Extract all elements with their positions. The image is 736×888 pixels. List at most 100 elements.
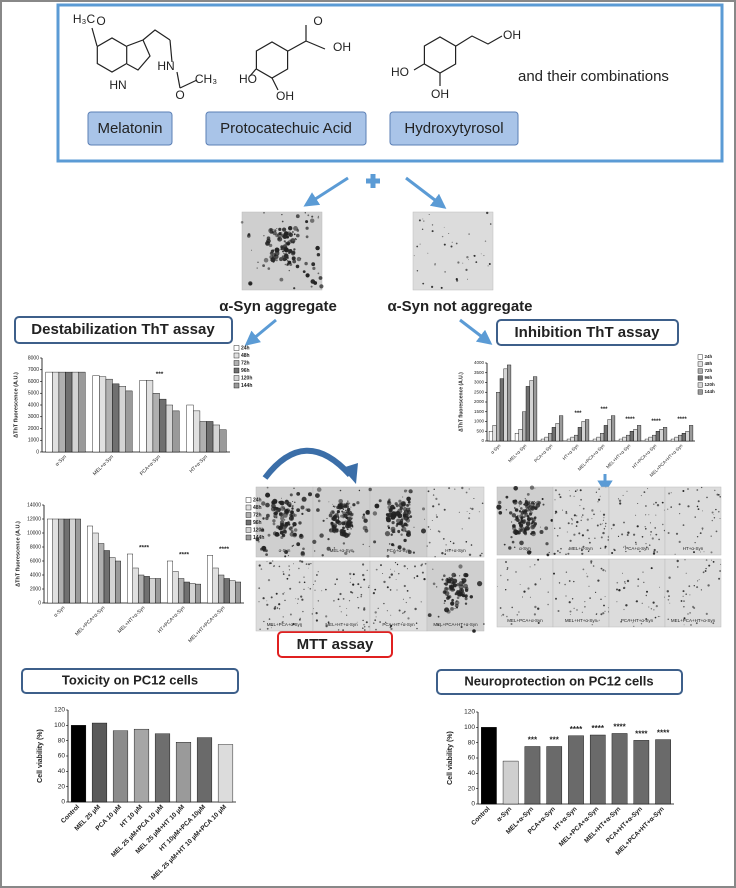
- particle: [529, 596, 531, 598]
- particle: [518, 611, 520, 613]
- particle: [475, 261, 478, 263]
- particle: [292, 517, 294, 519]
- particle: [515, 503, 516, 504]
- particle: [286, 510, 288, 512]
- atom-label: O: [96, 14, 105, 28]
- particle: [319, 284, 324, 289]
- particle: [469, 513, 471, 514]
- particle: [332, 503, 334, 505]
- y-tick-label: 80: [468, 739, 476, 746]
- particle: [521, 520, 526, 525]
- particle: [659, 586, 660, 588]
- y-tick-label: 500: [476, 428, 484, 433]
- particle: [530, 522, 534, 525]
- particle: [651, 537, 654, 540]
- particle: [287, 260, 292, 265]
- bar: [481, 727, 497, 805]
- aggregate-label: α-Syn not aggregate: [387, 298, 532, 315]
- significance: ****: [635, 729, 648, 738]
- particle: [350, 591, 352, 593]
- particle: [505, 509, 508, 511]
- particle: [265, 553, 268, 556]
- legend-label: 48h: [253, 505, 262, 511]
- particle: [565, 595, 567, 597]
- particle: [383, 580, 386, 584]
- particle: [424, 562, 427, 565]
- particle: [387, 525, 390, 528]
- particle: [611, 552, 614, 554]
- y-tick-label: 12000: [27, 516, 41, 522]
- particle: [568, 548, 570, 550]
- micrograph: [664, 558, 722, 628]
- particle: [350, 528, 352, 530]
- bar: [74, 518, 81, 604]
- particle: [599, 495, 601, 497]
- particle: [290, 251, 296, 256]
- particle: [525, 521, 531, 527]
- section-box: [21, 668, 239, 694]
- particle: [314, 550, 316, 552]
- particle: [298, 521, 302, 525]
- particle: [451, 572, 457, 578]
- particle: [483, 255, 485, 257]
- particle: [337, 518, 340, 520]
- particle: [356, 501, 360, 505]
- particle: [421, 571, 424, 574]
- particle: [313, 584, 315, 585]
- particle: [421, 228, 424, 230]
- particle: [300, 626, 302, 627]
- particle: [635, 600, 639, 603]
- particle: [273, 565, 275, 567]
- particle: [272, 229, 274, 231]
- particle: [637, 503, 639, 504]
- particle: [419, 243, 421, 245]
- particle: [518, 505, 520, 507]
- particle: [600, 613, 603, 616]
- particle: [282, 621, 284, 623]
- particle: [422, 282, 425, 285]
- particle: [332, 529, 336, 533]
- particle: [307, 567, 309, 569]
- bar: [652, 434, 657, 442]
- particle: [650, 531, 652, 533]
- bar: [518, 429, 523, 442]
- particle: [304, 261, 308, 266]
- particle: [653, 609, 655, 611]
- micrograph: [608, 486, 666, 556]
- particle: [268, 243, 273, 248]
- particle: [505, 561, 507, 563]
- particle: [558, 582, 561, 584]
- particle: [430, 528, 431, 530]
- particle: [380, 564, 382, 567]
- bar: [149, 578, 156, 604]
- particle: [378, 499, 382, 503]
- particle: [393, 551, 396, 554]
- particle: [468, 259, 469, 261]
- particle: [450, 540, 452, 543]
- particle: [402, 547, 406, 551]
- particle: [346, 608, 348, 609]
- particle: [291, 256, 296, 261]
- particle: [408, 517, 410, 519]
- particle: [708, 564, 711, 567]
- y-tick-label: 0: [38, 600, 41, 606]
- particle: [586, 572, 587, 574]
- bar: [633, 429, 638, 442]
- particle: [534, 487, 536, 489]
- particle: [288, 226, 293, 231]
- particle: [438, 530, 441, 533]
- particle: [697, 500, 700, 503]
- particle: [348, 600, 351, 602]
- particle: [646, 590, 648, 593]
- particle: [529, 485, 535, 490]
- particle: [481, 502, 484, 505]
- particle: [617, 535, 620, 538]
- micrograph: [255, 560, 314, 632]
- particle: [397, 545, 402, 550]
- particle: [347, 528, 349, 531]
- particle: [534, 605, 537, 609]
- particle: [468, 488, 470, 490]
- atom-label: HN: [109, 78, 126, 92]
- particle: [556, 535, 559, 537]
- particle: [698, 579, 700, 581]
